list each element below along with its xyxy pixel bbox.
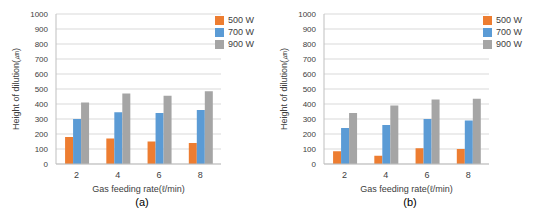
- svg-text:900: 900: [35, 25, 49, 34]
- svg-text:700: 700: [303, 55, 317, 64]
- svg-text:300: 300: [35, 115, 49, 124]
- svg-text:8: 8: [198, 170, 203, 180]
- svg-text:500: 500: [35, 85, 49, 94]
- svg-text:600: 600: [35, 70, 49, 79]
- svg-text:100: 100: [303, 145, 317, 154]
- svg-text:600: 600: [303, 70, 317, 79]
- html-text:900 W: 900 W: [496, 39, 522, 49]
- svg-text:4: 4: [115, 170, 120, 180]
- svg-text:6: 6: [157, 170, 162, 180]
- svg-text:200: 200: [35, 130, 49, 139]
- svg-text:300: 300: [303, 115, 317, 124]
- svg-text:1000: 1000: [30, 10, 48, 19]
- svg-text:800: 800: [303, 40, 317, 49]
- svg-text:0: 0: [312, 160, 317, 169]
- svg-text:800: 800: [35, 40, 49, 49]
- svg-text:100: 100: [35, 145, 49, 154]
- svg-text:400: 400: [35, 100, 49, 109]
- svg-text:1000: 1000: [298, 10, 316, 19]
- svg-text:Height of dilution(㎛): Height of dilution(㎛): [11, 48, 21, 130]
- html-text:700 W: 700 W: [496, 27, 522, 37]
- html-text:500 W: 500 W: [228, 15, 254, 25]
- svg-text:Gas feeding rate(ℓ/min): Gas feeding rate(ℓ/min): [92, 184, 184, 194]
- html-text:700 W: 700 W: [228, 27, 254, 37]
- svg-text:200: 200: [303, 130, 317, 139]
- svg-text:4: 4: [383, 170, 388, 180]
- svg-text:Gas feeding rate(ℓ/min): Gas feeding rate(ℓ/min): [360, 184, 452, 194]
- html-text:(b): (b): [403, 196, 417, 208]
- svg-text:2: 2: [74, 170, 79, 180]
- html-text:900 W: 900 W: [228, 39, 254, 49]
- svg-text:8: 8: [466, 170, 471, 180]
- svg-text:Height of dilution(㎛): Height of dilution(㎛): [279, 48, 289, 130]
- svg-text:900: 900: [303, 25, 317, 34]
- svg-text:2: 2: [342, 170, 347, 180]
- svg-text:400: 400: [303, 100, 317, 109]
- svg-text:6: 6: [425, 170, 430, 180]
- html-text:500 W: 500 W: [496, 15, 522, 25]
- svg-text:500: 500: [303, 85, 317, 94]
- svg-text:0: 0: [44, 160, 49, 169]
- html-text:(a): (a): [135, 196, 149, 208]
- svg-text:700: 700: [35, 55, 49, 64]
